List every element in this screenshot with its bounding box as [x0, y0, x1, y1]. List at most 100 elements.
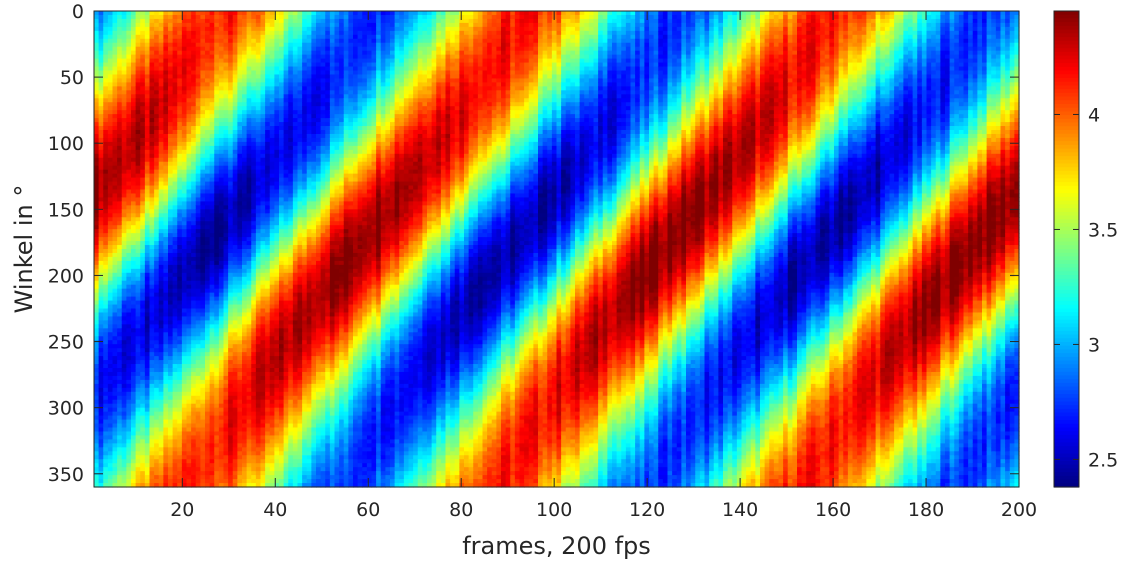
heatmap-cell: [163, 237, 168, 242]
heatmap-cell: [103, 63, 108, 68]
heatmap-cell: [214, 392, 219, 397]
heatmap-cell: [113, 154, 118, 159]
heatmap-cell: [237, 150, 242, 155]
heatmap-cell: [233, 431, 238, 436]
heatmap-cell: [210, 372, 215, 377]
heatmap-cell: [219, 253, 224, 258]
heatmap-cell: [256, 213, 261, 218]
heatmap-cell: [131, 253, 136, 258]
heatmap-cell: [251, 443, 256, 448]
heatmap-cell: [237, 273, 242, 278]
heatmap-cell: [279, 249, 284, 254]
heatmap-cell: [94, 368, 99, 373]
heatmap-cell: [182, 90, 187, 95]
heatmap-cell: [242, 435, 247, 440]
heatmap-cell: [177, 170, 182, 175]
heatmap-cell: [182, 213, 187, 218]
heatmap-cell: [117, 253, 122, 258]
heatmap-cell: [237, 162, 242, 167]
heatmap-cell: [261, 193, 266, 198]
heatmap-cell: [154, 443, 159, 448]
heatmap-cell: [131, 408, 136, 413]
heatmap-cell: [182, 467, 187, 472]
heatmap-cell: [136, 94, 141, 99]
heatmap-cell: [284, 269, 289, 274]
heatmap-cell: [150, 162, 155, 167]
heatmap-cell: [94, 428, 99, 433]
heatmap-cell: [242, 253, 247, 258]
heatmap-cell: [187, 19, 192, 24]
heatmap-cell: [270, 320, 275, 325]
heatmap-cell: [261, 277, 266, 282]
heatmap-cell: [131, 201, 136, 206]
heatmap-cell: [122, 158, 127, 163]
heatmap-cell: [210, 324, 215, 329]
heatmap-cell: [163, 376, 168, 381]
heatmap-cell: [191, 376, 196, 381]
heatmap-cell: [261, 245, 266, 250]
heatmap-cell: [154, 372, 159, 377]
heatmap-cell: [145, 134, 150, 139]
heatmap-cell: [99, 225, 104, 230]
heatmap-cell: [150, 396, 155, 401]
heatmap-cell: [228, 340, 233, 345]
heatmap-cell: [256, 229, 261, 234]
heatmap-cell: [103, 98, 108, 103]
heatmap-cell: [150, 328, 155, 333]
heatmap-cell: [251, 253, 256, 258]
heatmap-cell: [228, 162, 233, 167]
heatmap-cell: [200, 193, 205, 198]
heatmap-cell: [247, 420, 252, 425]
heatmap-cell: [191, 305, 196, 310]
heatmap-cell: [256, 281, 261, 286]
heatmap-cell: [251, 190, 256, 195]
heatmap-cell: [117, 285, 122, 290]
heatmap-cell: [279, 384, 284, 389]
heatmap-cell: [187, 51, 192, 56]
heatmap-cell: [108, 257, 113, 262]
heatmap-cell: [210, 455, 215, 460]
heatmap-cell: [233, 439, 238, 444]
heatmap-cell: [191, 78, 196, 83]
heatmap-cell: [108, 431, 113, 436]
heatmap-cell: [265, 364, 270, 369]
heatmap-cell: [99, 59, 104, 64]
heatmap-cell: [145, 193, 150, 198]
heatmap-cell: [251, 47, 256, 52]
heatmap-cell: [136, 245, 141, 250]
heatmap-cell: [117, 150, 122, 155]
heatmap-cell: [237, 305, 242, 310]
heatmap-cell: [224, 408, 229, 413]
heatmap-cell: [103, 320, 108, 325]
heatmap-cell: [182, 392, 187, 397]
heatmap-cell: [284, 102, 289, 107]
heatmap-cell: [159, 138, 164, 143]
heatmap-cell: [205, 249, 210, 254]
heatmap-cell: [131, 479, 136, 484]
heatmap-cell: [228, 396, 233, 401]
heatmap-cell: [274, 225, 279, 230]
heatmap-cell: [274, 261, 279, 266]
heatmap-cell: [242, 221, 247, 226]
heatmap-cell: [173, 186, 178, 191]
heatmap-cell: [187, 102, 192, 107]
heatmap-cell: [108, 245, 113, 250]
heatmap-cell: [270, 182, 275, 187]
heatmap-cell: [251, 404, 256, 409]
heatmap-cell: [224, 213, 229, 218]
heatmap-cell: [247, 201, 252, 206]
heatmap-cell: [150, 15, 155, 20]
heatmap-cell: [140, 364, 145, 369]
heatmap-cell: [261, 150, 266, 155]
heatmap-cell: [131, 150, 136, 155]
heatmap-cell: [205, 479, 210, 484]
heatmap-cell: [270, 82, 275, 87]
heatmap-cell: [163, 35, 168, 40]
heatmap-cell: [251, 11, 256, 16]
heatmap-cell: [168, 344, 173, 349]
heatmap-cell: [99, 201, 104, 206]
heatmap-cell: [274, 245, 279, 250]
heatmap-cell: [173, 257, 178, 262]
heatmap-cell: [108, 265, 113, 270]
heatmap-cell: [224, 35, 229, 40]
